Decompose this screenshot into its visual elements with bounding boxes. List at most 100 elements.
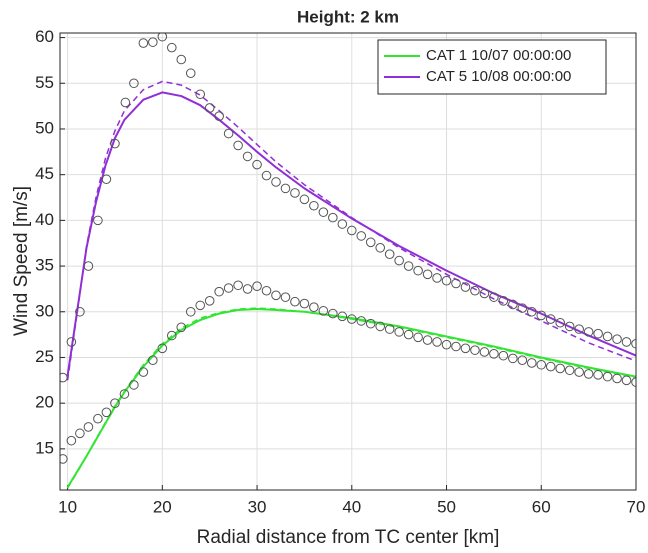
y-tick-label: 25 — [35, 347, 54, 366]
data-point — [498, 296, 509, 306]
x-tick-label: 70 — [627, 497, 646, 516]
axes-box — [59, 32, 637, 491]
y-tick-label: 55 — [35, 73, 54, 92]
data-point — [309, 302, 319, 313]
data-point — [583, 327, 594, 337]
data-point — [394, 327, 404, 337]
data-point — [271, 290, 281, 301]
data-point — [299, 298, 310, 309]
plot-area — [60, 33, 636, 490]
data-point — [356, 316, 367, 326]
data-point — [432, 273, 442, 283]
y-tick-label: 20 — [35, 393, 54, 412]
data-point — [479, 347, 490, 357]
data-point — [365, 318, 376, 329]
data-point — [517, 355, 528, 366]
x-tick-label: 50 — [437, 497, 456, 516]
data-point — [526, 358, 537, 368]
data-point — [337, 219, 348, 229]
data-point — [93, 413, 103, 424]
data-point — [280, 183, 291, 194]
data-point — [413, 265, 423, 276]
data-point — [148, 37, 158, 47]
data-point — [441, 339, 452, 350]
data-point — [261, 285, 272, 296]
data-point — [242, 284, 253, 294]
data-point — [498, 350, 509, 361]
data-point — [545, 314, 556, 324]
data-point — [413, 332, 423, 343]
data-point — [176, 54, 187, 65]
data-point — [593, 328, 603, 339]
data-point — [384, 249, 395, 259]
line — [66, 308, 636, 488]
data-point — [138, 38, 149, 48]
data-point — [545, 361, 556, 372]
data-point — [110, 138, 120, 149]
data-point — [120, 97, 131, 108]
data-point — [422, 269, 433, 280]
data-point — [185, 68, 196, 79]
data-point — [526, 306, 537, 317]
data-point — [470, 345, 480, 355]
data-point — [460, 282, 471, 292]
data-point — [555, 363, 566, 374]
data-point — [157, 343, 168, 354]
y-tick-label: 60 — [35, 27, 54, 46]
data-point — [204, 296, 215, 306]
legend-label: CAT 5 10/08 00:00:00 — [426, 68, 571, 85]
data-point — [299, 194, 310, 205]
data-point — [318, 306, 329, 316]
data-point — [564, 365, 575, 376]
data-point — [593, 370, 603, 380]
data-point — [470, 285, 480, 296]
data-point — [583, 369, 594, 379]
data-point — [328, 308, 338, 319]
data-point — [233, 280, 243, 291]
data-point — [66, 337, 77, 347]
data-point — [271, 177, 281, 187]
data-point — [119, 389, 130, 399]
dashed-line — [66, 307, 636, 489]
data-point — [403, 261, 414, 271]
data-point — [489, 292, 499, 302]
data-point — [508, 353, 518, 364]
data-point — [375, 321, 386, 332]
data-point — [318, 207, 329, 217]
x-tick-label: 40 — [342, 497, 361, 516]
data-point — [242, 151, 253, 162]
x-tick-label: 60 — [532, 497, 551, 516]
data-point — [110, 398, 120, 408]
data-point — [536, 310, 547, 321]
data-point — [138, 367, 149, 377]
data-point — [451, 341, 461, 352]
data-point — [432, 337, 442, 347]
data-point — [60, 454, 68, 464]
data-point — [517, 303, 528, 313]
data-point — [441, 275, 452, 286]
plot-layer — [60, 33, 636, 489]
data-point — [129, 380, 139, 390]
data-point — [536, 359, 547, 370]
data-point — [290, 188, 300, 198]
data-point — [290, 296, 300, 307]
data-point — [185, 306, 196, 317]
data-point — [621, 375, 632, 386]
data-point — [479, 288, 490, 299]
data-point — [356, 231, 367, 241]
legend-box — [377, 39, 607, 95]
data-point — [309, 200, 319, 211]
data-point — [252, 159, 262, 170]
data-point — [261, 170, 272, 181]
x-tick-label: 10 — [58, 497, 77, 516]
data-point — [365, 237, 376, 248]
data-point — [204, 103, 215, 113]
data-point — [214, 111, 224, 121]
data-point — [101, 174, 112, 185]
x-axis-label: Radial distance from TC center [km] — [197, 527, 500, 548]
data-point — [403, 329, 414, 340]
y-tick-label: 50 — [35, 118, 54, 137]
data-point — [574, 324, 584, 334]
data-point — [195, 89, 206, 100]
